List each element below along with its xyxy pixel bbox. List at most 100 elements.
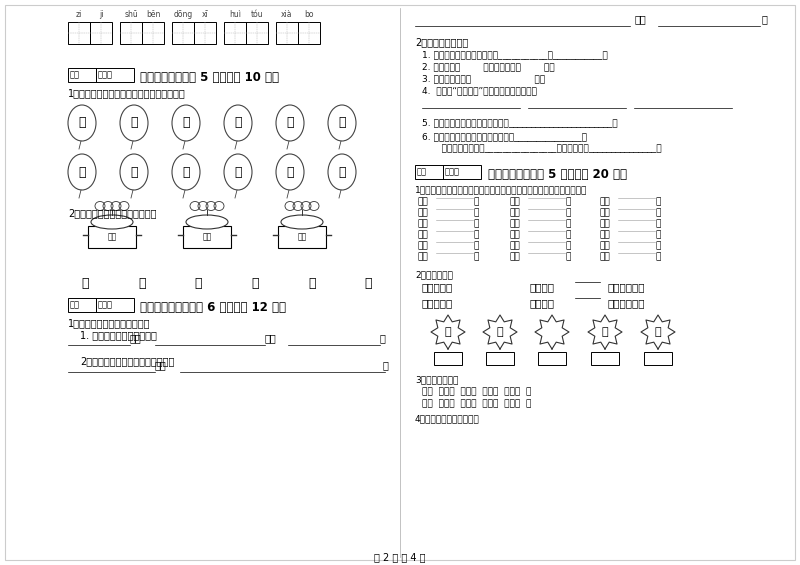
Text: ）: ） <box>565 241 570 250</box>
Bar <box>538 352 566 365</box>
Text: 四、连一连（每题 5 分，共计 10 分）: 四、连一连（每题 5 分，共计 10 分） <box>140 71 279 84</box>
Text: 2、我会把笔画数相同的连一连。: 2、我会把笔画数相同的连一连。 <box>68 208 157 218</box>
Bar <box>644 352 672 365</box>
Ellipse shape <box>186 215 228 229</box>
Text: ）: ） <box>473 252 478 261</box>
Text: 日＋月＝: 日＋月＝ <box>530 282 555 292</box>
Text: 4.  你能照“高高兴兴”再写三个这样的词吗？: 4. 你能照“高高兴兴”再写三个这样的词吗？ <box>422 86 537 95</box>
Text: 丁（: 丁（ <box>600 252 610 261</box>
Text: 鼠: 鼠 <box>182 166 190 179</box>
Text: ）: ） <box>565 208 570 217</box>
Text: 天: 天 <box>308 277 316 290</box>
Text: 3、写出反义词。: 3、写出反义词。 <box>415 375 458 384</box>
Bar <box>224 22 246 44</box>
Text: ）: ） <box>473 208 478 217</box>
Text: 天: 天 <box>338 166 346 179</box>
Text: 木（: 木（ <box>600 208 610 217</box>
Text: 云（: 云（ <box>600 197 610 206</box>
Text: 禾: 禾 <box>364 277 372 290</box>
Bar <box>276 22 298 44</box>
Text: 木: 木 <box>138 277 146 290</box>
Text: ，: ， <box>762 14 768 24</box>
Bar <box>88 226 136 248</box>
Bar <box>68 298 96 312</box>
Text: xià: xià <box>282 10 293 19</box>
Text: 影: 影 <box>130 166 138 179</box>
Bar <box>194 22 216 44</box>
Text: 下: 下 <box>602 327 608 337</box>
Text: 司（: 司（ <box>510 219 521 228</box>
Bar <box>443 165 481 179</box>
Text: ）: ） <box>655 252 660 261</box>
Text: 评卷人: 评卷人 <box>98 300 113 309</box>
Text: 秋: 秋 <box>445 327 451 337</box>
Text: ）: ） <box>655 208 660 217</box>
Text: tóu: tóu <box>250 10 263 19</box>
Text: 野: 野 <box>78 166 86 179</box>
Text: 香＋＿＿＝日: 香＋＿＿＝日 <box>608 298 646 308</box>
Text: ）: ） <box>565 219 570 228</box>
Text: ji: ji <box>98 10 103 19</box>
Text: 木（: 木（ <box>418 252 429 261</box>
Bar <box>415 165 443 179</box>
Text: 会＋人＝: 会＋人＝ <box>530 298 555 308</box>
Text: 黑: 黑 <box>234 116 242 129</box>
Text: 大: 大 <box>251 277 258 290</box>
Text: 6. 学了这册书，我认识了聪明机智的_______________；: 6. 学了这册书，我认识了聪明机智的_______________； <box>422 132 587 141</box>
Text: 已经: 已经 <box>155 360 166 370</box>
Text: 第 2 页 共 4 页: 第 2 页 共 4 页 <box>374 552 426 562</box>
Bar <box>142 22 164 44</box>
Text: shū: shū <box>124 10 138 19</box>
Text: 3. 夜来风雨声，（                      ）。: 3. 夜来风雨声，（ ）。 <box>422 74 545 83</box>
Text: huì: huì <box>229 10 241 19</box>
Text: 一边: 一边 <box>130 333 142 343</box>
Text: 土: 土 <box>82 277 89 290</box>
Bar <box>246 22 268 44</box>
Text: 三画: 三画 <box>107 233 117 241</box>
Text: 1、我能写、照样子、写句子。: 1、我能写、照样子、写句子。 <box>68 318 150 328</box>
Text: 目（: 目（ <box>510 197 521 206</box>
Text: 得分: 得分 <box>417 167 427 176</box>
Text: 口: 口 <box>654 327 662 337</box>
Text: 万（: 万（ <box>418 219 429 228</box>
Text: bo: bo <box>304 10 314 19</box>
Text: 田: 田 <box>182 116 190 129</box>
Text: 火: 火 <box>497 327 503 337</box>
Text: 个: 个 <box>194 277 202 290</box>
Text: 日（: 日（ <box>418 197 429 206</box>
Text: 朗: 朗 <box>130 116 138 129</box>
Text: 1. 写一句与春天有关的诗句：___________，___________。: 1. 写一句与春天有关的诗句：___________，___________。 <box>422 50 608 59</box>
Text: 蓝: 蓝 <box>286 116 294 129</box>
Text: 王（: 王（ <box>510 230 521 239</box>
Text: 。: 。 <box>380 333 386 343</box>
Bar <box>183 226 231 248</box>
Text: 是（  ）旧（  ）冷（  ）开（  ）老（  ）: 是（ ）旧（ ）冷（ ）开（ ）老（ ） <box>422 399 531 408</box>
Text: ）: ） <box>565 197 570 206</box>
Text: dōng: dōng <box>174 10 193 19</box>
Text: 得分: 得分 <box>70 70 80 79</box>
Bar <box>96 68 134 82</box>
Text: 1、加一加。你能把下列汉字加一个笔画变成另一个字吗？看谁变得多！: 1、加一加。你能把下列汉字加一个笔画变成另一个字吗？看谁变得多！ <box>415 185 587 194</box>
Text: ）: ） <box>655 230 660 239</box>
Text: 勇敢与敌人战斗的________________；诚实可爱的_______________。: 勇敢与敌人战斗的________________；诚实可爱的__________… <box>430 144 662 153</box>
Text: 2、按要求写句子。: 2、按要求写句子。 <box>415 37 468 47</box>
Bar <box>90 22 112 44</box>
Text: ）: ） <box>655 219 660 228</box>
Text: 土（: 土（ <box>418 208 429 217</box>
Bar <box>486 352 514 365</box>
Text: 友: 友 <box>234 166 242 179</box>
Ellipse shape <box>281 215 323 229</box>
Bar <box>434 352 462 365</box>
Bar <box>68 22 90 44</box>
Text: 2、小青蛙的尾巴已经长出来了哦！: 2、小青蛙的尾巴已经长出来了哦！ <box>80 356 174 366</box>
Text: 鸟（: 鸟（ <box>418 241 429 250</box>
Bar <box>172 22 194 44</box>
Text: 走＋干＝赶: 走＋干＝赶 <box>422 282 454 292</box>
Text: 六、综合题（每题 5 分，共计 20 分）: 六、综合题（每题 5 分，共计 20 分） <box>488 168 627 181</box>
Text: 五画: 五画 <box>298 233 306 241</box>
Text: 。: 。 <box>383 360 389 370</box>
Text: 大（: 大（ <box>600 230 610 239</box>
Text: 2. 虚心使人（        ）、骄傲使人（        ）。: 2. 虚心使人（ ）、骄傲使人（ ）。 <box>422 62 554 71</box>
Text: 人（: 人（ <box>510 252 521 261</box>
Text: 评卷人: 评卷人 <box>445 167 460 176</box>
